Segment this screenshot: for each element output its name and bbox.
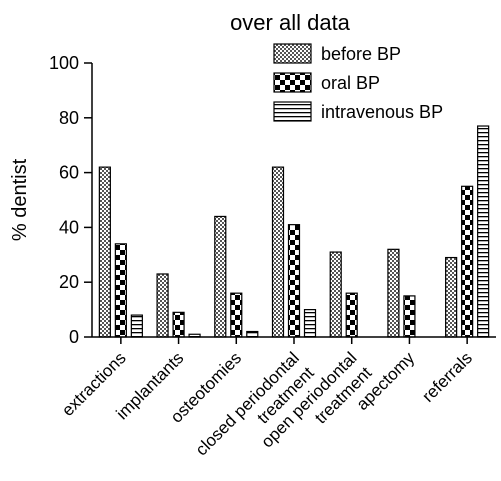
- legend-label-oral-bp: oral BP: [321, 73, 380, 93]
- bar-before-bp-implantants: [156, 273, 169, 338]
- bars: [98, 125, 490, 338]
- bar-before-bp-apectomy: [387, 248, 400, 338]
- legend-swatch-before-bp: [273, 43, 312, 64]
- bar-before-bp-referrals: [445, 256, 458, 338]
- bar-intravenous-bp-closed-periodontal-treatment: [303, 309, 317, 338]
- legend-swatch-intravenous-bp: [273, 101, 312, 122]
- bar-oral-bp-apectomy: [403, 295, 416, 338]
- y-tick-label: 20: [59, 272, 79, 292]
- y-axis-label: % dentist: [9, 158, 31, 241]
- chart-title: over all data: [230, 10, 351, 35]
- y-tick-label: 80: [59, 108, 79, 128]
- bar-intravenous-bp-extractions: [130, 314, 143, 338]
- bar-oral-bp-osteotomies: [230, 292, 243, 338]
- bar-before-bp-extractions: [98, 166, 111, 338]
- legend: before BP oral BP intravenous BP: [273, 43, 443, 122]
- bar-oral-bp-closed-periodontal-treatment: [287, 224, 301, 338]
- y-tick-label: 40: [59, 217, 79, 237]
- bar-oral-bp-extractions: [114, 243, 127, 338]
- y-tick-label: 60: [59, 163, 79, 183]
- bar-intravenous-bp-osteotomies: [246, 330, 259, 338]
- legend-swatch-oral-bp: [273, 72, 312, 93]
- bar-oral-bp-open-periodontal-treatment: [345, 292, 358, 338]
- bar-before-bp-closed-periodontal-treatment: [271, 166, 285, 338]
- bar-oral-bp-implantants: [172, 311, 185, 338]
- bar-intravenous-bp-referrals: [477, 125, 490, 338]
- y-tick-label: 100: [49, 53, 79, 73]
- bar-before-bp-osteotomies: [214, 215, 227, 338]
- legend-label-before-bp: before BP: [321, 44, 401, 64]
- y-tick-label: 0: [69, 327, 79, 347]
- bar-before-bp-open-periodontal-treatment: [329, 251, 342, 338]
- x-tick-label: referrals: [418, 348, 476, 406]
- legend-label-intravenous-bp: intravenous BP: [321, 102, 443, 122]
- bar-oral-bp-referrals: [461, 185, 474, 338]
